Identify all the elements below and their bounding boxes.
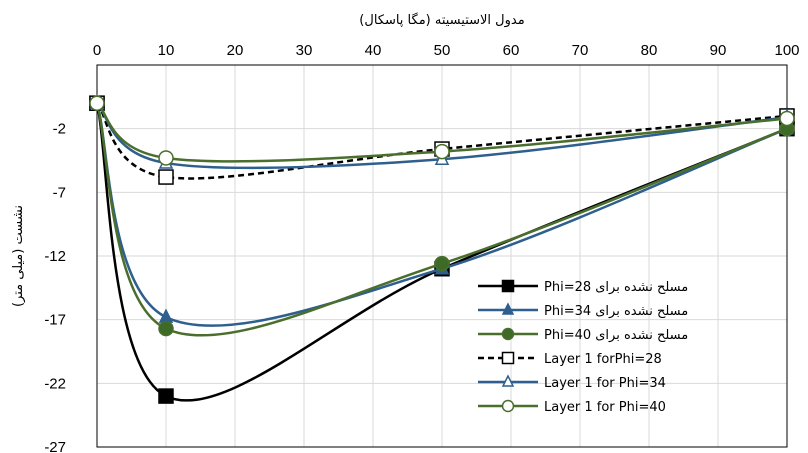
series-line: [96, 102, 788, 180]
legend-item: مسلح نشده برای Phi=28: [478, 279, 688, 295]
data-point-marker: [779, 110, 795, 127]
data-point-marker: [158, 150, 174, 166]
data-point-marker: [434, 143, 450, 160]
x-tick-label: 20: [227, 42, 244, 59]
legend-marker-swatch: [501, 399, 515, 413]
x-tick-label: 100: [774, 42, 799, 59]
data-point-marker: [158, 169, 174, 185]
legend-item: مسلح نشده برای Phi=40: [478, 327, 688, 343]
y-tick-label: -7: [53, 184, 66, 201]
x-tick-label: 0: [93, 42, 101, 59]
y-axis-ticks: -2 -7 -12 -17 -22 -27: [44, 121, 66, 453]
data-point-marker: [158, 388, 174, 404]
x-tick-label: 70: [572, 42, 589, 59]
legend-label: مسلح نشده برای Phi=28: [544, 280, 688, 295]
x-tick-label: 10: [158, 42, 175, 59]
x-tick-label: 80: [641, 42, 658, 59]
x-tick-label: 40: [365, 42, 382, 59]
legend-label: Layer 1 for Phi=34: [544, 376, 666, 391]
series-line: [95, 102, 788, 337]
legend-item: مسلح نشده برای Phi=34: [478, 302, 688, 319]
series-line: [96, 102, 788, 170]
legend-marker-swatch: [501, 327, 515, 341]
legend-item: Layer 1 for Phi=40: [478, 399, 666, 415]
x-axis-ticks: 0 10 20 30 40 50 60 70 80 90 100: [93, 42, 800, 59]
series-6: [89, 95, 795, 166]
series-3: [89, 95, 795, 337]
legend: مسلح نشده برای Phi=28 مسلح نشده برای Phi=…: [478, 279, 688, 415]
series-layer: [89, 94, 795, 404]
y-tick-label: -22: [44, 375, 66, 392]
data-point-marker: [89, 95, 105, 111]
legend-label: Layer 1 forPhi=28: [544, 352, 662, 367]
legend-marker-swatch: [501, 351, 515, 365]
y-axis-title: نشست (میلی متر): [11, 205, 26, 307]
y-tick-label: -2: [53, 121, 66, 138]
data-point-marker: [158, 320, 174, 337]
legend-marker-swatch: [501, 374, 515, 387]
y-tick-label: -12: [44, 248, 66, 265]
legend-item: Layer 1 for Phi=34: [478, 374, 666, 391]
x-axis-title: مدول الاستیسیته (مگا پاسکال): [359, 12, 524, 28]
legend-marker-swatch: [501, 279, 515, 293]
x-tick-label: 60: [503, 42, 520, 59]
data-point-marker: [434, 255, 450, 272]
series-line: [96, 102, 788, 163]
plot-area-frame: [96, 64, 788, 448]
legend-label: Layer 1 for Phi=40: [544, 400, 666, 415]
y-tick-label: -27: [44, 439, 66, 453]
x-tick-label: 30: [296, 42, 313, 59]
y-tick-label: -17: [44, 312, 66, 329]
legend-marker-swatch: [501, 302, 515, 315]
x-tick-label: 90: [710, 42, 727, 59]
legend-label: مسلح نشده برای Phi=34: [544, 304, 688, 319]
x-tick-label: 50: [434, 42, 451, 59]
legend-label: مسلح نشده برای Phi=40: [544, 328, 688, 343]
legend-item: Layer 1 forPhi=28: [478, 351, 662, 367]
